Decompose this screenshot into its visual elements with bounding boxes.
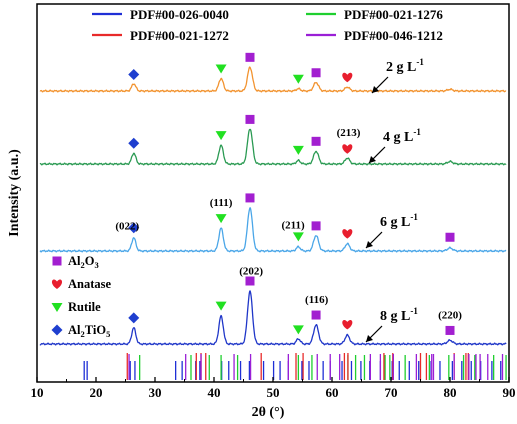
miller-index-labels: (213) (022) (111) (211) (202) (116) (220)	[115, 127, 462, 321]
x-tick-label: 10	[31, 385, 44, 400]
x-tick-label: 70	[385, 385, 398, 400]
legend-label: PDF#00-046-1212	[344, 28, 443, 43]
phase-marker-al2tio5	[128, 222, 140, 234]
phase-marker-al2o3	[245, 114, 255, 124]
arrow-head	[372, 86, 379, 93]
phase-marker-al2o3	[445, 325, 455, 335]
x-tick-label: 40	[208, 385, 221, 400]
arrow-head	[369, 156, 376, 163]
legend-label: PDF#00-021-1272	[130, 28, 229, 43]
phase-legend-label: Anatase	[68, 277, 112, 291]
arrow-head	[366, 335, 373, 342]
miller-index-label: (211)	[281, 220, 305, 232]
phase-marker-rutile	[292, 74, 304, 84]
miller-index-label: (220)	[438, 309, 462, 321]
concentration-label: 2 g L-1	[386, 57, 424, 75]
phase-marker-rutile	[292, 325, 304, 335]
miller-index-label: (116)	[305, 294, 329, 306]
x-tick-label: 50	[267, 385, 280, 400]
legend-label: PDF#00-021-1276	[344, 7, 443, 22]
x-tick-label: 20	[90, 385, 103, 400]
miller-index-label: (213)	[337, 127, 361, 139]
phase-marker-al2tio5	[128, 312, 140, 324]
phase-legend-marker-al2o3	[52, 256, 62, 266]
phase-marker-al2tio5	[128, 137, 140, 149]
x-tick-label: 80	[444, 385, 457, 400]
plot-frame	[36, 3, 510, 383]
x-tick-label: 30	[149, 385, 162, 400]
phase-marker-rutile	[292, 232, 304, 242]
xrd-trace-4	[39, 289, 507, 346]
xrd-trace-3	[39, 207, 507, 253]
phase-marker-al2o3	[311, 68, 321, 78]
legend-label: PDF#00-026-0040	[130, 7, 229, 22]
phase-legend-label: Al2O3	[68, 254, 99, 270]
concentration-label: 8 g L-1	[380, 306, 418, 324]
phase-markers	[128, 52, 455, 335]
x-tick-label: 60	[326, 385, 339, 400]
x-tick-label: 90	[503, 385, 516, 400]
phase-legend-label: Al2TiO5	[68, 323, 110, 339]
phase-marker-anatase	[342, 319, 353, 330]
phase-marker-anatase	[342, 229, 353, 239]
x-axis-title: 2θ (°)	[252, 405, 285, 420]
concentration-labels: 2 g L-1 4 g L-1 6 g L-1 8 g L-1	[365, 57, 424, 343]
phase-legend-marker-anatase	[51, 279, 63, 289]
phase-marker-al2o3	[445, 232, 455, 242]
phase-marker-rutile	[215, 301, 227, 311]
phase-marker-al2o3	[245, 193, 255, 203]
xrd-trace-2	[39, 128, 507, 166]
phase-marker-al2o3	[311, 221, 321, 231]
phase-marker-al2o3	[311, 136, 321, 146]
phase-marker-anatase	[342, 144, 353, 154]
pdf-legend: PDF#00-026-0040 PDF#00-021-1276 PDF#00-021…	[92, 7, 443, 43]
phase-legend-label: Rutile	[68, 300, 101, 314]
concentration-label: 4 g L-1	[383, 127, 421, 145]
miller-index-label: (022)	[115, 220, 139, 232]
reference-pattern-lines	[83, 353, 507, 380]
arrow-head	[366, 241, 373, 248]
phase-legend-marker-al2tio5	[51, 324, 63, 336]
x-axis-ticks: 10 20 30 40 50 60 70 80 90	[31, 377, 516, 400]
phase-marker-al2o3	[245, 52, 255, 62]
phase-marker-al2o3	[245, 276, 255, 286]
phase-legend-marker-rutile	[51, 303, 63, 312]
xrd-trace-1	[39, 66, 507, 93]
phase-marker-al2o3	[311, 310, 321, 320]
phase-marker-rutile	[215, 214, 227, 224]
y-axis-title: Intensity (a.u.)	[7, 149, 22, 237]
phase-marker-rutile	[215, 131, 227, 141]
phase-marker-al2tio5	[128, 68, 140, 80]
phase-marker-rutile	[215, 64, 227, 74]
xrd-traces	[39, 66, 507, 346]
miller-index-label: (202)	[239, 266, 263, 278]
phase-marker-anatase	[342, 72, 353, 83]
phase-marker-rutile	[292, 145, 304, 155]
phase-legend: Al2O3 Anatase Rutile Al2TiO5	[51, 254, 112, 339]
concentration-label: 6 g L-1	[380, 212, 418, 230]
miller-index-label: (111)	[210, 197, 233, 209]
